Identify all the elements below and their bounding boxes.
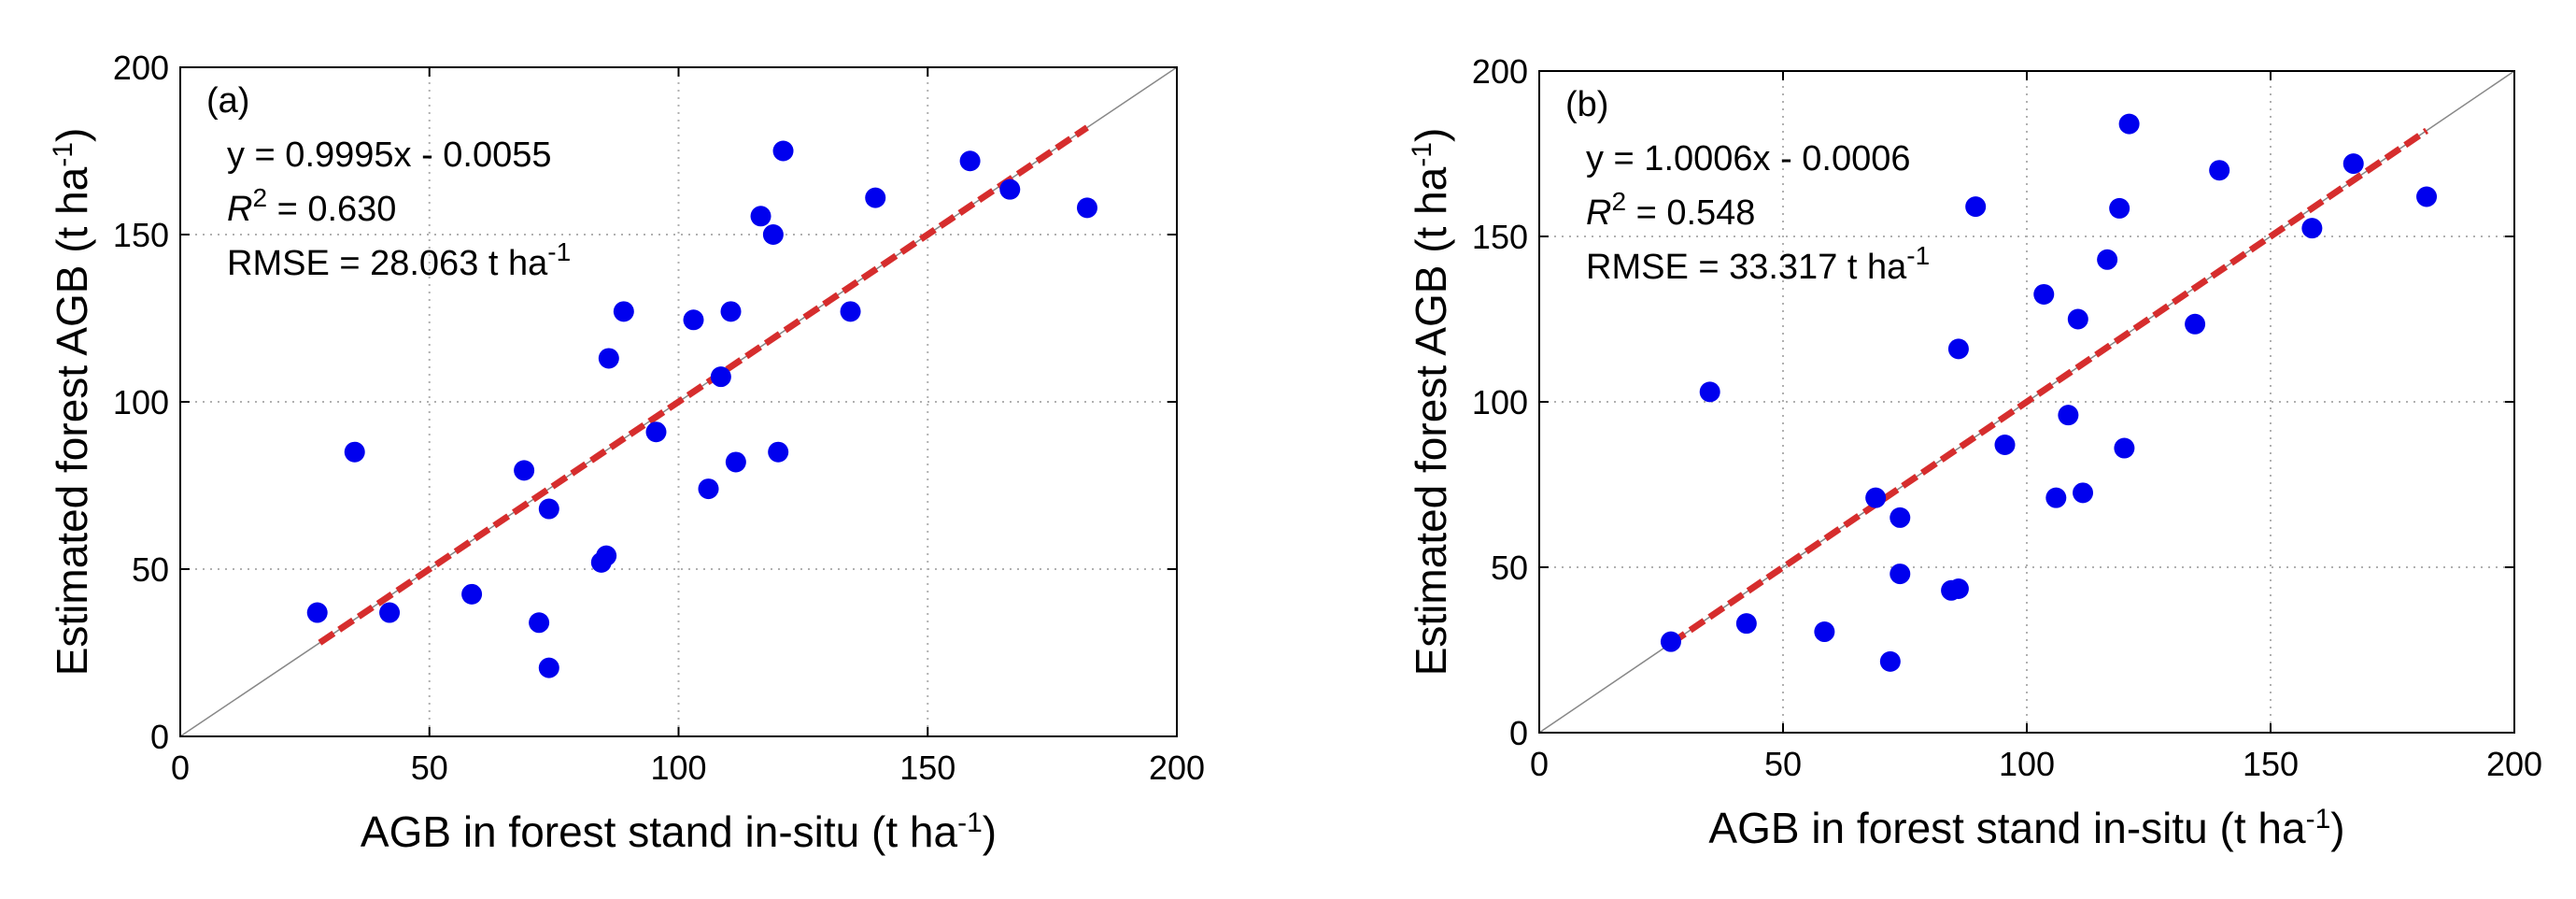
data-point — [750, 206, 771, 227]
y-tick-label: 200 — [1472, 52, 1528, 91]
x-tick-label: 50 — [1764, 745, 1802, 783]
x-tick-label: 50 — [411, 749, 448, 787]
x-tick-label: 100 — [650, 749, 706, 787]
data-point — [344, 441, 365, 463]
data-point — [959, 150, 981, 172]
data-point — [725, 451, 746, 473]
data-point — [2342, 153, 2364, 175]
data-point — [1879, 650, 1901, 672]
data-point — [1699, 381, 1720, 403]
data-point — [1865, 487, 1887, 508]
y-tick-label: 150 — [1472, 218, 1528, 256]
y-tick-label: 0 — [150, 718, 169, 756]
y-tick-label: 150 — [113, 216, 169, 254]
y-tick-label: 0 — [1509, 714, 1528, 752]
data-point — [1947, 578, 1969, 600]
y-axis-title: Estimated forest AGB (t ha-1) — [1407, 128, 1456, 677]
data-point — [720, 301, 742, 322]
data-point — [2033, 283, 2055, 305]
data-point — [768, 441, 789, 463]
r-squared: R2 = 0.630 — [227, 183, 396, 230]
panel-0: 0 50 100 150 200 0 50 100 150 200 AGB in forest st… — [48, 49, 1206, 856]
x-tick-label: 200 — [1149, 749, 1205, 787]
data-point — [2058, 405, 2079, 426]
data-point — [596, 545, 617, 566]
data-point — [379, 602, 401, 623]
data-point — [1890, 564, 1911, 585]
regression-equation: y = 1.0006x - 0.0006 — [1586, 139, 1911, 178]
data-point — [2185, 313, 2206, 335]
data-point — [999, 178, 1021, 200]
x-tick-label: 0 — [171, 749, 190, 787]
data-point — [1076, 197, 1097, 219]
data-point — [698, 478, 719, 500]
data-point — [1890, 507, 1911, 528]
data-point — [538, 657, 559, 678]
data-point — [1814, 621, 1835, 643]
x-axis-title: AGB in forest stand in-situ (t ha-1) — [1708, 804, 2344, 853]
data-point — [762, 224, 784, 245]
data-point — [772, 140, 794, 162]
data-point — [2209, 160, 2230, 181]
x-tick-label: 200 — [2486, 745, 2542, 783]
data-point — [2073, 482, 2094, 504]
data-point — [529, 612, 550, 634]
x-tick-label: 100 — [1999, 745, 2055, 783]
data-point — [865, 187, 886, 208]
data-point — [461, 583, 483, 605]
data-point — [514, 460, 535, 481]
data-point — [2109, 197, 2130, 219]
y-tick-label: 50 — [1491, 549, 1528, 587]
panel-1: 0 50 100 150 200 0 50 100 150 200 AGB in forest st… — [1407, 52, 2543, 852]
rmse: RMSE = 33.317 t ha-1 — [1586, 241, 1930, 288]
data-point — [1660, 631, 1681, 652]
data-point — [2114, 437, 2135, 459]
y-tick-label: 50 — [132, 550, 169, 589]
data-point — [840, 301, 861, 322]
data-point — [2416, 186, 2438, 207]
data-point — [1735, 613, 1757, 635]
panel-label: (a) — [206, 81, 249, 121]
data-point — [2097, 249, 2118, 270]
x-tick-label: 150 — [2243, 745, 2299, 783]
data-point — [710, 366, 731, 388]
data-point — [2067, 308, 2088, 330]
rmse: RMSE = 28.063 t ha-1 — [227, 237, 571, 284]
data-point — [645, 421, 667, 443]
fit-line — [318, 124, 1089, 646]
data-point — [1947, 338, 1969, 360]
x-axis-title: AGB in forest stand in-situ (t ha-1) — [361, 807, 997, 857]
data-point — [598, 348, 619, 369]
panel-label: (b) — [1565, 85, 1608, 124]
fit-line — [1668, 127, 2429, 647]
data-point — [1994, 435, 2016, 456]
data-point — [2301, 218, 2323, 239]
data-point — [306, 602, 328, 623]
regression-equation: y = 0.9995x - 0.0055 — [227, 136, 552, 175]
data-point — [1965, 196, 1987, 218]
data-point — [2118, 113, 2140, 135]
y-tick-label: 200 — [113, 49, 169, 87]
y-tick-label: 100 — [113, 383, 169, 421]
data-point — [2045, 487, 2067, 508]
data-point — [683, 309, 704, 331]
x-tick-label: 150 — [899, 749, 955, 787]
y-tick-label: 100 — [1472, 383, 1528, 421]
x-tick-label: 0 — [1530, 745, 1549, 783]
data-point — [613, 301, 634, 322]
r-squared: R2 = 0.548 — [1586, 187, 1755, 234]
data-point — [538, 498, 559, 520]
y-axis-title: Estimated forest AGB (t ha-1) — [48, 128, 97, 677]
